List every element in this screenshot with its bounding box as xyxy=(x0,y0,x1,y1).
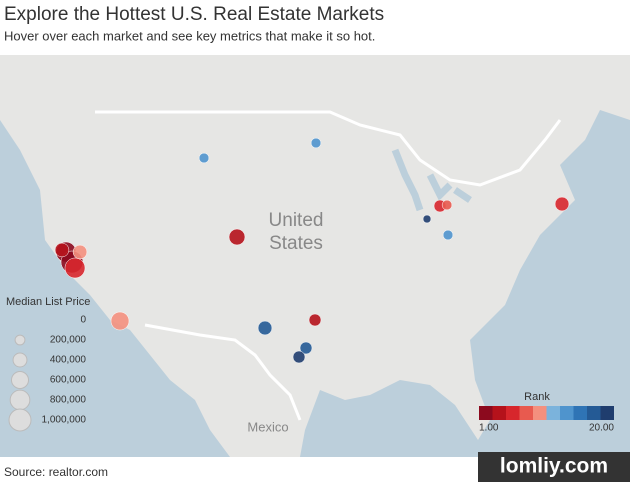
size-legend-circle xyxy=(14,334,26,346)
market-bubble xyxy=(310,137,322,149)
size-legend-label: 600,000 xyxy=(50,375,87,386)
rank-swatch xyxy=(479,406,493,420)
market-bubble xyxy=(308,313,322,327)
size-legend-circle xyxy=(8,408,32,432)
market-bubble xyxy=(64,257,86,279)
rank-legend-title: Rank xyxy=(524,391,550,403)
market-bubble xyxy=(257,320,273,336)
market-bubble xyxy=(292,350,306,364)
size-legend-title: Median List Price xyxy=(6,296,90,308)
rank-swatch xyxy=(600,406,614,420)
border xyxy=(144,323,302,421)
rank-swatch xyxy=(519,406,533,420)
rank-swatch xyxy=(506,406,520,420)
rank-swatch xyxy=(560,406,574,420)
size-legend-label: 1,000,000 xyxy=(42,415,87,426)
rank-swatch xyxy=(587,406,601,420)
size-legend-label: 400,000 xyxy=(50,355,87,366)
watermark: lomliy.com xyxy=(500,455,608,478)
market-bubble xyxy=(554,196,570,212)
rank-swatch xyxy=(533,406,547,420)
market-bubble xyxy=(442,229,454,241)
source: Source: realtor.com xyxy=(4,465,108,479)
market-bubble xyxy=(422,214,432,224)
market-bubble xyxy=(110,311,130,331)
border xyxy=(95,110,562,187)
rank-swatch xyxy=(546,406,560,420)
size-legend-circle xyxy=(10,370,30,390)
markers xyxy=(54,137,570,364)
rank-legend-label: 20.00 xyxy=(589,423,614,434)
rank-legend-label: 1.00 xyxy=(479,423,499,434)
size-legend-label: 0 xyxy=(80,315,86,326)
watermark-box xyxy=(478,452,630,482)
market-bubble xyxy=(198,152,210,164)
size-legend-label: 200,000 xyxy=(50,335,87,346)
lakes xyxy=(391,148,472,212)
market-bubble xyxy=(72,244,88,260)
size-legend-circle xyxy=(9,389,31,411)
market-bubble xyxy=(228,228,246,246)
map: United States Mexico xyxy=(0,55,630,457)
map-label: States xyxy=(269,233,323,254)
legend: Median List Price Rank 0 200,000 400,000 60… xyxy=(6,296,614,434)
market-bubble xyxy=(54,242,70,258)
map-label: Mexico xyxy=(247,419,288,434)
market-bubble xyxy=(441,199,453,211)
land xyxy=(0,55,630,457)
title: Explore the Hottest U.S. Real Estate Mar… xyxy=(4,4,384,25)
size-legend-circle xyxy=(12,352,28,368)
size-legend-label: 800,000 xyxy=(50,395,87,406)
map-label: United xyxy=(269,210,324,231)
rank-swatch xyxy=(573,406,587,420)
subtitle: Hover over each market and see key metri… xyxy=(4,28,375,43)
rank-swatch xyxy=(492,406,506,420)
market-bubble xyxy=(299,341,313,355)
